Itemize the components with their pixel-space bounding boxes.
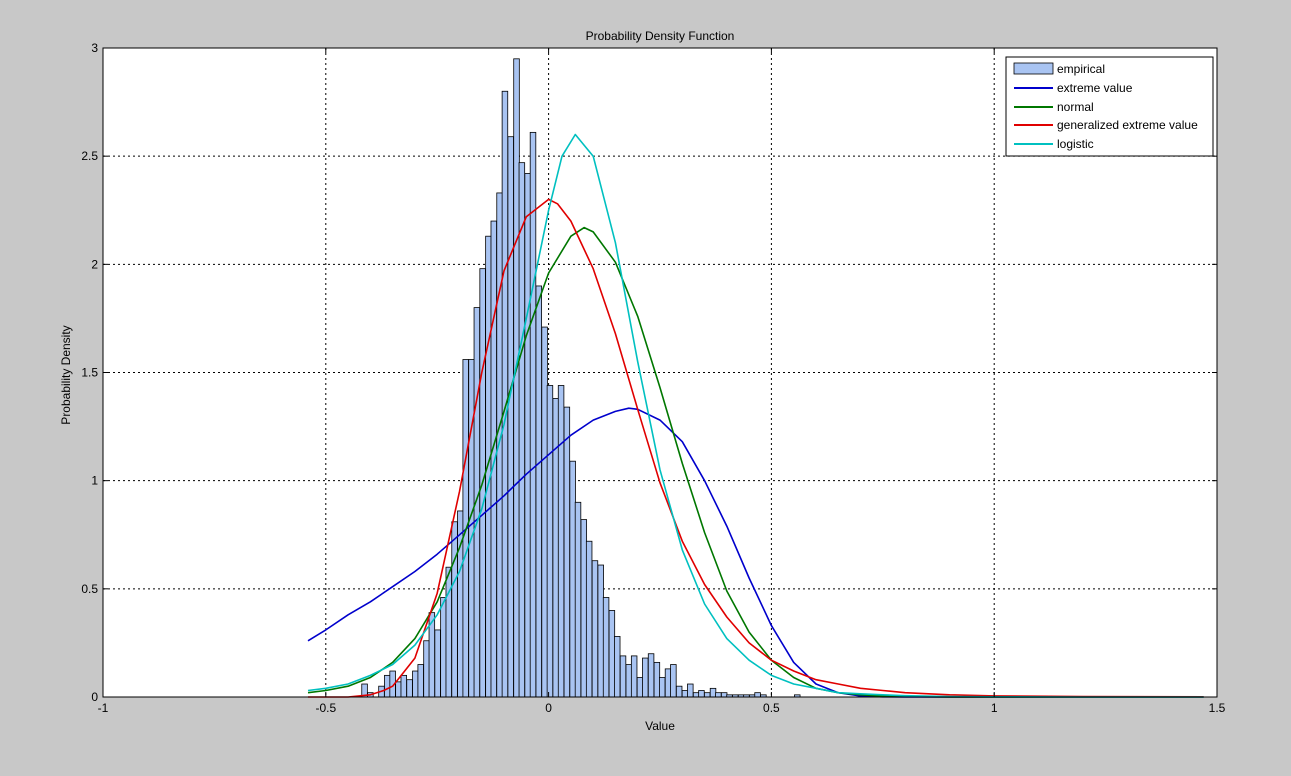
y-tick-label: 2 [91, 257, 98, 271]
legend: empirical extreme value normal generalized … [1005, 56, 1214, 157]
curve-normal [307, 226, 1204, 698]
legend-label-normal: normal [1057, 100, 1094, 114]
histogram-bar [597, 564, 604, 698]
y-axis-label: Probability Density [59, 325, 73, 424]
histogram-bar [687, 683, 694, 698]
legend-swatch-empirical [1013, 62, 1054, 75]
y-tick-label: 2.5 [81, 149, 98, 163]
x-tick-label: 1.5 [1209, 701, 1226, 715]
y-axis-ticks: 0 0.5 1 1.5 2 2.5 3 [81, 41, 1217, 704]
histogram-bar [541, 326, 548, 698]
histogram-bar [715, 692, 722, 698]
histogram-bar [709, 687, 717, 698]
histogram-bar [501, 90, 509, 698]
x-tick-label: 0 [545, 701, 552, 715]
histogram-bar [535, 285, 543, 698]
histogram-bar [440, 597, 447, 698]
histogram-bar [468, 359, 475, 698]
histogram-bar [675, 685, 683, 698]
histogram-bar [625, 664, 633, 698]
histogram-bar [704, 692, 711, 698]
histogram-bar [659, 677, 666, 698]
histogram-bar [524, 173, 531, 698]
histogram-bar [563, 406, 571, 698]
histogram-bar [647, 653, 655, 698]
histogram-bar [546, 385, 554, 698]
legend-items: empirical extreme value normal generalized … [1013, 62, 1198, 151]
x-axis-ticks: -1 -0.5 0 0.5 1 1.5 [98, 48, 1226, 715]
histogram-bar [451, 521, 458, 698]
y-tick-label: 1 [91, 474, 98, 488]
y-tick-label: 3 [91, 41, 98, 55]
histogram-bar [630, 655, 638, 698]
histogram-bar [417, 664, 424, 698]
histogram-bar [496, 192, 503, 698]
histogram-bar [557, 385, 565, 698]
legend-label-empirical: empirical [1057, 62, 1105, 76]
x-tick-label: -1 [98, 701, 109, 715]
legend-label-generalized-extreme-value: generalized extreme value [1057, 118, 1198, 132]
histogram-bar [434, 629, 441, 698]
x-tick-label: 1 [991, 701, 998, 715]
histogram-bar [445, 566, 452, 698]
histogram-bar [619, 655, 627, 698]
histogram-bar [569, 460, 576, 698]
x-axis-label: Value [645, 719, 675, 733]
legend-label-logistic: logistic [1057, 137, 1094, 151]
histogram-bar [574, 501, 582, 698]
legend-label-extreme-value: extreme value [1057, 81, 1133, 95]
histogram-bar [664, 668, 672, 698]
chart-title: Probability Density Function [586, 29, 735, 43]
x-tick-label: -0.5 [315, 701, 336, 715]
histogram-bar [400, 674, 407, 698]
histogram-bar [642, 657, 649, 698]
y-tick-label: 1.5 [81, 366, 98, 380]
histogram-bar [602, 597, 610, 698]
histogram-bar [384, 674, 391, 698]
histogram-bar [681, 690, 689, 698]
histogram-bar [591, 560, 599, 698]
histogram-bar [529, 131, 537, 698]
x-tick-label: 0.5 [763, 701, 780, 715]
curve-generalized-extreme-value [308, 198, 1204, 698]
histogram-bar [720, 692, 728, 698]
histogram-bar [507, 136, 514, 698]
histogram-bar [754, 692, 761, 698]
histogram-bar [552, 398, 559, 698]
histogram-bar [585, 540, 593, 698]
histogram-bar [518, 162, 526, 698]
histogram-bar [490, 220, 497, 698]
histogram-bar [580, 519, 588, 698]
histogram-bar [608, 610, 616, 698]
histogram-bar [653, 661, 661, 698]
curve-logistic [307, 133, 1204, 698]
histogram-bar [670, 664, 677, 698]
histogram-bar [614, 636, 621, 698]
histogram-bar [412, 670, 419, 698]
y-tick-label: 0 [91, 690, 98, 704]
histogram-bar [636, 677, 644, 698]
y-tick-label: 0.5 [81, 582, 98, 596]
histogram-bar [698, 690, 705, 698]
histogram-bar [692, 692, 700, 698]
histogram-bar [485, 235, 492, 698]
histogram-bar [406, 679, 413, 698]
histogram-bar [395, 681, 402, 698]
histogram-bar [423, 640, 430, 698]
